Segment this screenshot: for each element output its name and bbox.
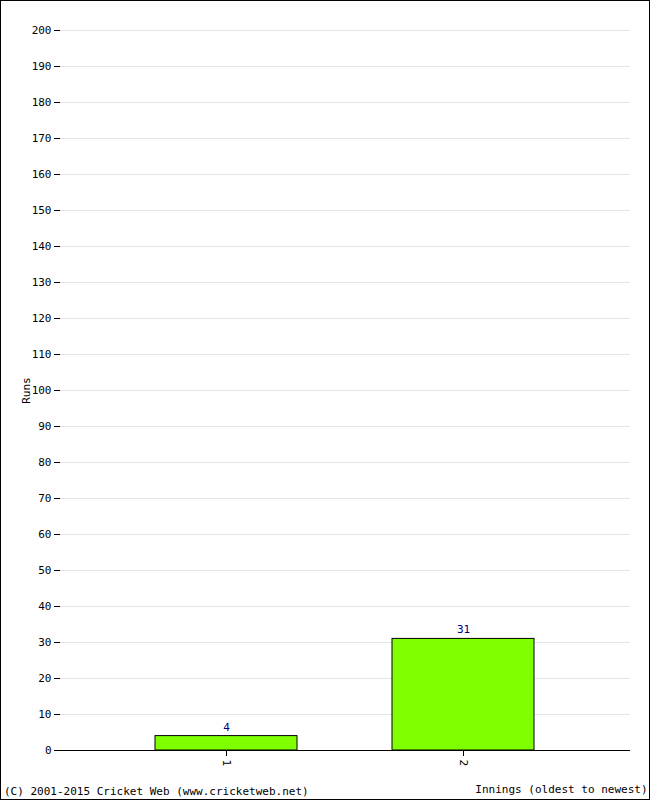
svg-text:200: 200 bbox=[32, 24, 52, 37]
svg-text:70: 70 bbox=[38, 492, 51, 505]
svg-text:90: 90 bbox=[38, 420, 51, 433]
svg-text:120: 120 bbox=[32, 312, 52, 325]
svg-text:4: 4 bbox=[223, 721, 230, 734]
svg-text:110: 110 bbox=[32, 348, 52, 361]
svg-text:190: 190 bbox=[32, 60, 52, 73]
svg-text:60: 60 bbox=[38, 528, 51, 541]
svg-text:40: 40 bbox=[38, 600, 51, 613]
svg-text:31: 31 bbox=[457, 623, 470, 636]
svg-text:160: 160 bbox=[32, 168, 52, 181]
svg-text:170: 170 bbox=[32, 132, 52, 145]
svg-text:150: 150 bbox=[32, 204, 52, 217]
svg-text:20: 20 bbox=[38, 672, 51, 685]
svg-text:50: 50 bbox=[38, 564, 51, 577]
svg-text:0: 0 bbox=[45, 744, 52, 757]
svg-text:30: 30 bbox=[38, 636, 51, 649]
svg-text:Runs: Runs bbox=[20, 377, 33, 404]
svg-text:100: 100 bbox=[32, 384, 52, 397]
svg-text:1: 1 bbox=[220, 760, 233, 767]
svg-text:180: 180 bbox=[32, 96, 52, 109]
svg-text:130: 130 bbox=[32, 276, 52, 289]
svg-text:Innings (oldest to newest): Innings (oldest to newest) bbox=[475, 783, 647, 796]
svg-text:10: 10 bbox=[38, 708, 51, 721]
html-text:(C) 2001-2015 Cricket Web (www: (C) 2001-2015 Cricket Web (www.cricketwe… bbox=[4, 785, 309, 798]
svg-text:80: 80 bbox=[38, 456, 51, 469]
svg-text:140: 140 bbox=[32, 240, 52, 253]
svg-text:2: 2 bbox=[457, 760, 470, 767]
